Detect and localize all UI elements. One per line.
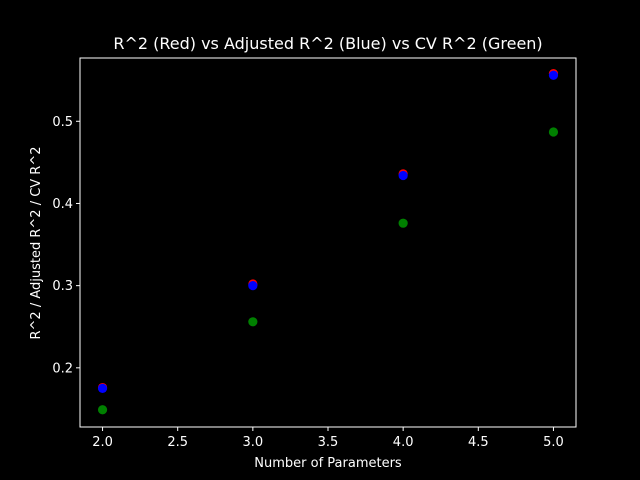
x-tick-label: 3.0 — [243, 435, 264, 450]
x-tick-label: 4.5 — [468, 435, 489, 450]
data-point-series-2 — [97, 405, 108, 415]
x-tick-label: 2.5 — [167, 435, 188, 450]
data-point-series-2 — [548, 127, 559, 137]
x-tick-label: 3.5 — [318, 435, 339, 450]
plot-area: 2.0 2.5 3.0 3.5 4.0 4.5 5.0 0.2 0.3 0.4 0.5 — [52, 57, 577, 450]
data-point-series-1 — [398, 170, 408, 181]
y-tick-label: 0.2 — [52, 361, 73, 376]
data-point-series-1 — [548, 70, 559, 80]
y-tick-label: 0.3 — [52, 279, 73, 294]
x-tick-label: 5.0 — [543, 435, 564, 450]
x-tick-label: 2.0 — [92, 435, 113, 450]
x-axis-label: Number of Parameters — [254, 456, 402, 471]
y-tick-label: 0.5 — [52, 115, 73, 130]
y-tick-label: 0.4 — [52, 197, 73, 212]
x-tick-label: 4.0 — [393, 435, 414, 450]
data-point-series-1 — [248, 281, 258, 291]
chart-title: R^2 (Red) vs Adjusted R^2 (Blue) vs CV R… — [113, 34, 542, 53]
y-axis-label: R^2 / Adjusted R^2 / CV R^2 — [29, 146, 44, 339]
data-point-series-2 — [248, 317, 258, 327]
data-point-series-2 — [398, 218, 408, 228]
data-point-series-1 — [97, 383, 108, 393]
